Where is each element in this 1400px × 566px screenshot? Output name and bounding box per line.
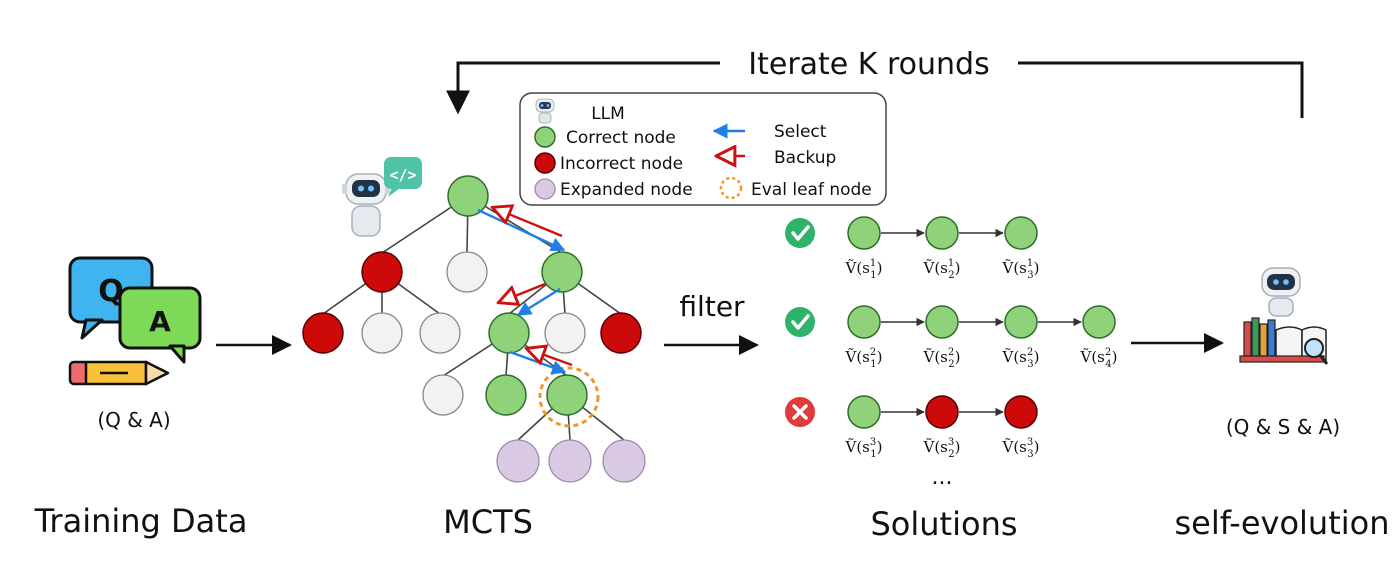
iterate-line-right	[1018, 61, 1304, 118]
eval-leaf-ring	[538, 366, 600, 428]
step-value-label: Ṽ(s1 3)	[1002, 258, 1040, 281]
check-badge-icon	[785, 307, 815, 337]
legend-select-label: Select	[774, 122, 827, 142]
legend-box: LLM Correct node Incorrect node Expanded…	[519, 92, 887, 206]
legend-incorrect-label: Incorrect node	[560, 154, 683, 174]
legend-expanded-swatch	[534, 178, 556, 200]
tree-node-unvisited	[422, 374, 464, 416]
solution-row: Ṽ(s3 1) Ṽ(s3 2) Ṽ(s3 3)	[785, 395, 1040, 460]
solution-row: Ṽ(s2 1) Ṽ(s2 2) Ṽ(s2 3) Ṽ(s2 4)	[785, 305, 1118, 370]
step-value-label: Ṽ(s3 1)	[845, 437, 883, 460]
tree-node-incorrect	[361, 251, 403, 293]
llm-robot-icon	[535, 98, 555, 124]
solution-row: Ṽ(s1 1) Ṽ(s1 2) Ṽ(s1 3)	[785, 216, 1040, 281]
legend-eval-label: Eval leaf node	[751, 180, 872, 200]
backup-arrow	[500, 282, 546, 302]
solutions-ellipsis: ...	[932, 465, 953, 490]
solutions-caption: Solutions	[870, 505, 1017, 543]
step-value-label: Ṽ(s2 3)	[1002, 347, 1040, 370]
mcts-section: </>	[302, 157, 646, 541]
pencil-icon	[68, 360, 170, 386]
select-arrow	[477, 208, 566, 252]
solution-step-node	[1004, 395, 1038, 429]
tree-node-unvisited	[419, 312, 461, 354]
step-value-label: Ṽ(s1 2)	[923, 258, 961, 281]
cross-badge-icon	[785, 397, 815, 427]
tree-node-expanded	[548, 439, 592, 483]
legend-correct-swatch	[534, 126, 556, 148]
a-letter: A	[149, 305, 171, 338]
step-value-label: Ṽ(s1 1)	[845, 258, 883, 281]
training-caption: Training Data	[34, 502, 248, 540]
step-value-label: Ṽ(s2 1)	[845, 347, 883, 370]
step-value-label: Ṽ(s3 2)	[923, 437, 961, 460]
tree-node-root	[447, 175, 489, 217]
backup-arrow	[494, 208, 563, 238]
tree-node-incorrect	[600, 312, 642, 354]
check-badge-icon	[785, 218, 815, 248]
legend-incorrect-swatch	[534, 152, 556, 174]
robot-icon	[342, 173, 390, 237]
solution-step-node	[847, 395, 881, 429]
tree-node-expanded	[602, 439, 646, 483]
backup-arrow	[528, 349, 573, 367]
filter-label: filter	[679, 290, 745, 323]
self-evolution-caption: self-evolution	[1175, 504, 1390, 542]
step-value-label: Ṽ(s2 4)	[1080, 347, 1118, 370]
iterate-label: Iterate K rounds	[748, 47, 989, 82]
solution-step-node	[1004, 305, 1038, 339]
solutions-section: Solutions ... Ṽ(s1 1) Ṽ(s1 2) Ṽ(s1 3)Ṽ(s2 1) Ṽ(…	[785, 216, 1118, 543]
tree-node-unvisited	[361, 312, 403, 354]
tree-node-correct	[485, 374, 527, 416]
iterate-loop: Iterate K rounds	[446, 47, 1304, 118]
solution-step-node	[847, 216, 881, 250]
tree-node-incorrect	[302, 312, 344, 354]
solution-step-node	[847, 305, 881, 339]
self-evolution-section: (Q & S & A) self-evolution	[1175, 267, 1390, 542]
code-bubble-icon: </>	[384, 157, 422, 197]
code-glyph: </>	[389, 166, 416, 184]
tree-node-unvisited	[544, 312, 586, 354]
solution-step-node	[1082, 305, 1116, 339]
tree-node-expanded	[496, 439, 540, 483]
mcts-caption: MCTS	[443, 503, 533, 541]
tree-node-correct	[541, 251, 583, 293]
legend-expanded-label: Expanded node	[560, 180, 693, 200]
magnifier-icon	[1304, 338, 1329, 365]
solution-step-node	[1004, 216, 1038, 250]
step-value-label: Ṽ(s3 3)	[1002, 437, 1040, 460]
tree-node-eval-leaf	[546, 374, 588, 416]
training-data-section: Q A (Q & A) Training Data	[34, 256, 248, 540]
tree-node-unvisited	[446, 251, 488, 293]
legend-llm-label: LLM	[591, 104, 625, 124]
tree-node-correct	[488, 312, 530, 354]
training-pair-label: (Q & A)	[97, 408, 170, 432]
iterate-arrow-left	[446, 61, 720, 115]
select-arrow	[516, 287, 561, 317]
solution-step-node	[925, 395, 959, 429]
solution-step-node	[925, 216, 959, 250]
step-value-label: Ṽ(s2 2)	[923, 347, 961, 370]
legend-correct-label: Correct node	[566, 128, 676, 148]
a-bubble-icon: A	[118, 286, 202, 364]
legend-eval-ring	[719, 176, 743, 200]
self-evolution-pair-label: (Q & S & A)	[1226, 415, 1340, 439]
solution-step-node	[925, 305, 959, 339]
legend-backup-label: Backup	[774, 148, 836, 168]
robot-reading-icon	[1261, 267, 1301, 317]
